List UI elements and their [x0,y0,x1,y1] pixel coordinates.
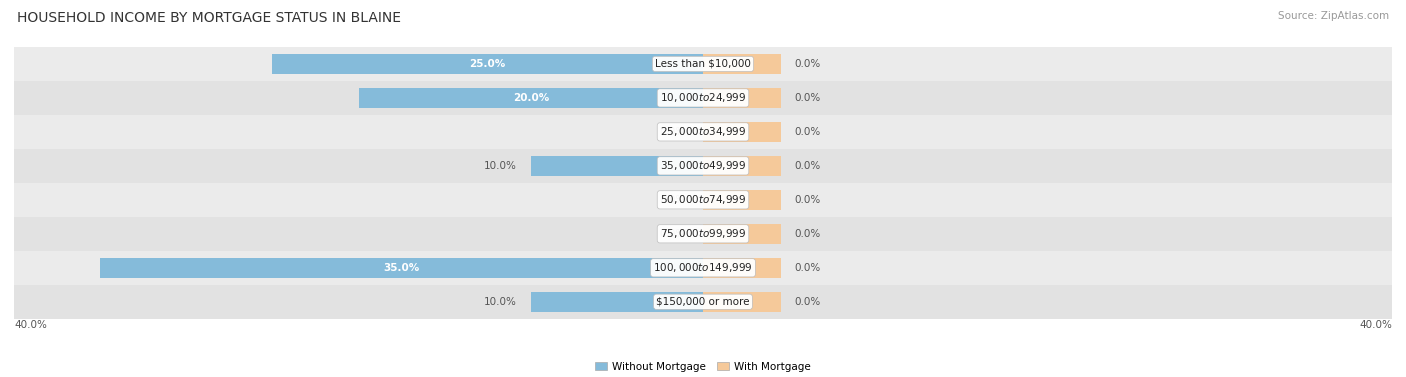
Text: $150,000 or more: $150,000 or more [657,297,749,307]
Text: 10.0%: 10.0% [484,161,517,171]
Text: 40.0%: 40.0% [14,320,46,331]
Text: 20.0%: 20.0% [513,93,548,103]
Legend: Without Mortgage, With Mortgage: Without Mortgage, With Mortgage [591,357,815,376]
Bar [100,257,703,278]
Bar [14,251,1392,285]
Bar [531,156,703,176]
Text: $100,000 to $149,999: $100,000 to $149,999 [654,261,752,274]
Text: 35.0%: 35.0% [384,263,420,273]
Bar [14,149,1392,183]
Text: 0.0%: 0.0% [794,229,821,239]
Text: 0.0%: 0.0% [794,127,821,137]
Text: 0.0%: 0.0% [794,93,821,103]
Text: 10.0%: 10.0% [484,297,517,307]
Bar [703,88,780,108]
Bar [703,291,780,312]
Bar [703,54,780,74]
Text: 0.0%: 0.0% [794,195,821,205]
Bar [14,115,1392,149]
Text: Source: ZipAtlas.com: Source: ZipAtlas.com [1278,11,1389,21]
Text: HOUSEHOLD INCOME BY MORTGAGE STATUS IN BLAINE: HOUSEHOLD INCOME BY MORTGAGE STATUS IN B… [17,11,401,25]
Bar [14,47,1392,81]
Text: $75,000 to $99,999: $75,000 to $99,999 [659,227,747,240]
Text: Less than $10,000: Less than $10,000 [655,59,751,69]
Bar [703,122,780,142]
Text: $35,000 to $49,999: $35,000 to $49,999 [659,159,747,172]
Bar [14,217,1392,251]
Text: $25,000 to $34,999: $25,000 to $34,999 [659,126,747,138]
Bar [14,81,1392,115]
Text: $10,000 to $24,999: $10,000 to $24,999 [659,91,747,104]
Text: 25.0%: 25.0% [470,59,506,69]
Text: 0.0%: 0.0% [659,127,686,137]
Bar [273,54,703,74]
Text: 0.0%: 0.0% [794,297,821,307]
Bar [703,257,780,278]
Bar [703,224,780,244]
Text: 0.0%: 0.0% [794,161,821,171]
Bar [531,291,703,312]
Bar [703,156,780,176]
Bar [703,190,780,210]
Text: 0.0%: 0.0% [659,195,686,205]
Bar [359,88,703,108]
Text: 0.0%: 0.0% [794,263,821,273]
Bar [14,285,1392,319]
Text: 0.0%: 0.0% [659,229,686,239]
Text: 0.0%: 0.0% [794,59,821,69]
Bar [14,183,1392,217]
Text: $50,000 to $74,999: $50,000 to $74,999 [659,193,747,206]
Text: 40.0%: 40.0% [1360,320,1392,331]
